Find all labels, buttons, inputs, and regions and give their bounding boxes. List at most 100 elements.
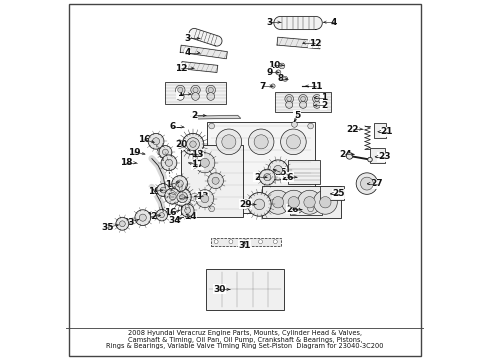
Text: 9: 9: [266, 68, 272, 77]
Text: 7: 7: [259, 82, 266, 91]
Text: 23: 23: [378, 152, 391, 161]
Circle shape: [190, 141, 196, 147]
Circle shape: [208, 87, 213, 93]
Circle shape: [173, 188, 191, 206]
Text: Camshaft & Timing, Oil Pan, Oil Pump, Crankshaft & Bearings, Pistons,: Camshaft & Timing, Oil Pan, Oil Pump, Cr…: [128, 337, 362, 343]
Bar: [288, 160, 320, 184]
Circle shape: [148, 134, 164, 149]
Circle shape: [165, 188, 180, 204]
Text: 25: 25: [333, 189, 345, 198]
Text: 16: 16: [164, 208, 177, 217]
Bar: [370, 148, 385, 163]
Text: 8: 8: [278, 75, 284, 84]
Circle shape: [299, 95, 307, 103]
Circle shape: [264, 174, 271, 181]
Circle shape: [273, 166, 283, 175]
Circle shape: [279, 63, 285, 69]
Circle shape: [361, 177, 373, 190]
Circle shape: [182, 134, 204, 155]
Circle shape: [120, 221, 125, 227]
Circle shape: [313, 95, 321, 103]
Text: 17: 17: [192, 161, 204, 170]
Circle shape: [176, 93, 184, 100]
Circle shape: [283, 76, 288, 81]
Circle shape: [286, 101, 293, 108]
Circle shape: [192, 93, 199, 100]
Circle shape: [271, 84, 275, 88]
Text: 5: 5: [294, 111, 300, 120]
Text: 31: 31: [238, 241, 250, 250]
Polygon shape: [180, 45, 227, 59]
Text: 18: 18: [165, 180, 178, 189]
Text: 12: 12: [175, 64, 187, 73]
Circle shape: [287, 96, 292, 101]
Circle shape: [208, 173, 223, 189]
Circle shape: [196, 190, 214, 208]
Text: 26: 26: [281, 173, 294, 182]
Circle shape: [193, 87, 198, 93]
Circle shape: [116, 217, 129, 230]
Text: 10: 10: [268, 61, 281, 70]
Circle shape: [315, 96, 319, 101]
Text: 3: 3: [185, 34, 191, 43]
Circle shape: [209, 123, 215, 129]
Text: 19: 19: [128, 148, 141, 157]
Text: 2: 2: [321, 101, 327, 110]
Circle shape: [157, 184, 170, 197]
Polygon shape: [189, 28, 222, 46]
Polygon shape: [191, 116, 241, 119]
Bar: [165, 82, 226, 104]
Circle shape: [288, 197, 299, 208]
Text: 18: 18: [120, 158, 132, 167]
Text: 15: 15: [274, 168, 286, 177]
Text: 14: 14: [184, 212, 197, 221]
Text: 33: 33: [122, 218, 135, 227]
Text: 35: 35: [102, 223, 114, 232]
Circle shape: [172, 176, 188, 192]
Text: 29: 29: [240, 200, 252, 209]
Circle shape: [209, 206, 215, 212]
Text: 19: 19: [148, 187, 161, 196]
Circle shape: [222, 135, 236, 149]
Text: 1: 1: [321, 93, 327, 102]
Text: 30: 30: [213, 285, 225, 294]
Circle shape: [200, 158, 209, 167]
Circle shape: [178, 87, 183, 93]
Circle shape: [273, 240, 277, 244]
Circle shape: [201, 195, 209, 203]
Circle shape: [244, 240, 247, 244]
Text: 4: 4: [184, 48, 191, 57]
Circle shape: [207, 93, 215, 100]
Circle shape: [285, 95, 294, 103]
Text: 4: 4: [331, 18, 337, 27]
Circle shape: [266, 190, 290, 214]
Circle shape: [156, 210, 168, 221]
Circle shape: [301, 96, 305, 101]
Circle shape: [268, 160, 288, 180]
Circle shape: [292, 122, 297, 127]
Circle shape: [163, 149, 168, 155]
Circle shape: [272, 197, 284, 208]
Text: 6: 6: [170, 122, 176, 131]
Circle shape: [181, 204, 194, 217]
Polygon shape: [274, 17, 322, 30]
Text: 21: 21: [380, 127, 393, 136]
Circle shape: [276, 70, 281, 75]
Bar: [262, 186, 341, 218]
Circle shape: [187, 138, 199, 150]
Text: 13: 13: [196, 192, 209, 201]
Circle shape: [314, 101, 320, 108]
Circle shape: [159, 212, 164, 218]
Circle shape: [254, 135, 268, 149]
Bar: [374, 123, 386, 138]
Circle shape: [308, 206, 314, 212]
Circle shape: [176, 180, 183, 187]
Circle shape: [304, 197, 315, 208]
Text: Rings & Bearings, Variable Valve Timing Ring Set-Piston  Diagram for 23040-3C200: Rings & Bearings, Variable Valve Timing …: [106, 343, 384, 349]
Text: 13: 13: [192, 150, 204, 159]
Bar: [181, 145, 244, 217]
Polygon shape: [181, 62, 218, 72]
Text: 20: 20: [173, 194, 186, 203]
Text: 20: 20: [175, 140, 187, 149]
Circle shape: [254, 199, 265, 210]
